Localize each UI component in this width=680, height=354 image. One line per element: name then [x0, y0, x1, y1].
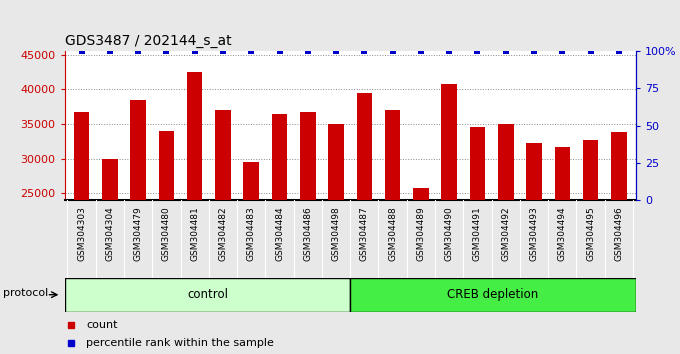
- Bar: [187, 72, 203, 354]
- Point: [245, 48, 256, 54]
- Point: [218, 48, 228, 54]
- Bar: [470, 127, 486, 354]
- Text: GSM304479: GSM304479: [134, 206, 143, 261]
- Text: GSM304496: GSM304496: [614, 206, 624, 261]
- Point: [387, 48, 398, 54]
- Point: [330, 48, 341, 54]
- Point: [105, 48, 116, 54]
- Text: GSM304483: GSM304483: [247, 206, 256, 261]
- Point: [274, 48, 285, 54]
- Bar: [131, 100, 146, 354]
- Text: GSM304487: GSM304487: [360, 206, 369, 261]
- Point: [76, 48, 87, 54]
- Point: [161, 48, 172, 54]
- Text: GSM304498: GSM304498: [332, 206, 341, 261]
- Text: GSM304486: GSM304486: [303, 206, 312, 261]
- Bar: [356, 93, 372, 354]
- Text: GSM304495: GSM304495: [586, 206, 595, 261]
- Text: GSM304482: GSM304482: [218, 206, 227, 261]
- Text: GSM304490: GSM304490: [445, 206, 454, 261]
- Text: GSM304488: GSM304488: [388, 206, 397, 261]
- Text: GSM304491: GSM304491: [473, 206, 482, 261]
- Point: [528, 48, 539, 54]
- Text: GSM304493: GSM304493: [530, 206, 539, 261]
- Bar: [65, 278, 350, 312]
- Text: GSM304494: GSM304494: [558, 206, 566, 261]
- Bar: [102, 159, 118, 354]
- Bar: [554, 147, 570, 354]
- Point: [189, 48, 200, 54]
- Text: CREB depletion: CREB depletion: [447, 288, 539, 301]
- Bar: [74, 112, 89, 354]
- Point: [500, 48, 511, 54]
- Point: [585, 48, 596, 54]
- Bar: [611, 132, 626, 354]
- Bar: [385, 110, 401, 354]
- Point: [415, 48, 426, 54]
- Point: [133, 48, 143, 54]
- Text: GSM304480: GSM304480: [162, 206, 171, 261]
- Text: control: control: [187, 288, 228, 301]
- Bar: [328, 124, 344, 354]
- Text: GSM304492: GSM304492: [501, 206, 510, 261]
- Bar: [215, 110, 231, 354]
- Point: [557, 48, 568, 54]
- Bar: [441, 84, 457, 354]
- Bar: [350, 278, 636, 312]
- Text: GSM304481: GSM304481: [190, 206, 199, 261]
- Text: GDS3487 / 202144_s_at: GDS3487 / 202144_s_at: [65, 34, 231, 47]
- Bar: [583, 140, 598, 354]
- Bar: [498, 124, 513, 354]
- Bar: [300, 112, 316, 354]
- Point: [303, 48, 313, 54]
- Point: [472, 48, 483, 54]
- Point: [444, 48, 455, 54]
- Text: GSM304304: GSM304304: [105, 206, 114, 261]
- Bar: [413, 188, 428, 354]
- Bar: [272, 114, 287, 354]
- Bar: [243, 162, 259, 354]
- Text: GSM304489: GSM304489: [416, 206, 426, 261]
- Point: [613, 48, 624, 54]
- Text: protocol: protocol: [3, 288, 48, 298]
- Text: GSM304303: GSM304303: [77, 206, 86, 261]
- Text: GSM304484: GSM304484: [275, 206, 284, 261]
- Bar: [526, 143, 542, 354]
- Text: percentile rank within the sample: percentile rank within the sample: [86, 338, 274, 348]
- Point: [359, 48, 370, 54]
- Bar: [158, 131, 174, 354]
- Text: count: count: [86, 320, 118, 330]
